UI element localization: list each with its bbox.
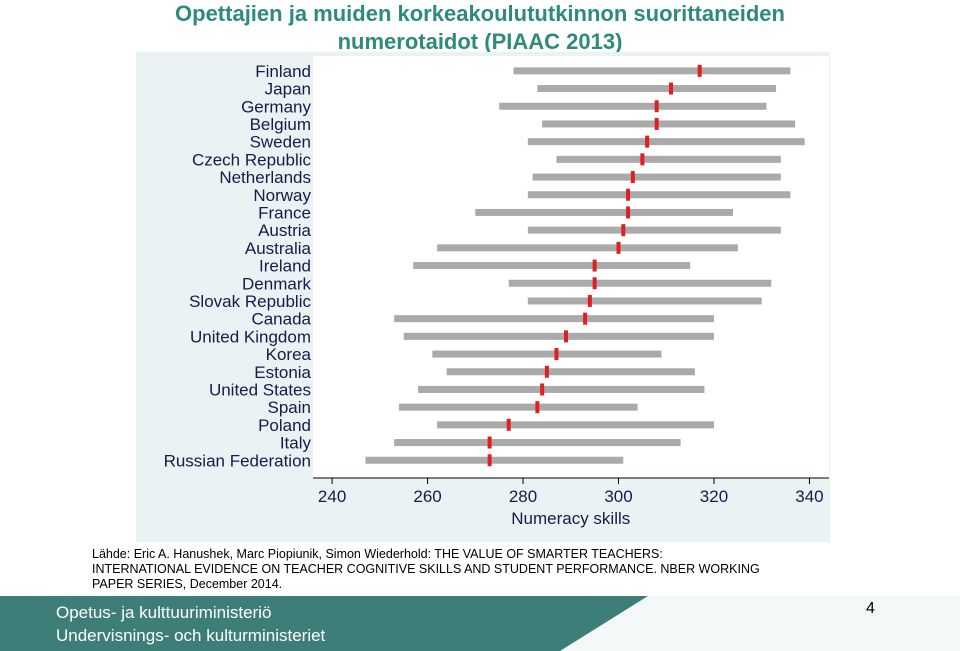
category-label: Russian Federation [164,451,311,470]
range-bar [365,456,624,464]
score-marker [654,117,659,130]
category-label: Italy [280,434,312,453]
category-label: Korea [266,345,312,364]
score-marker [697,64,702,77]
category-label: France [258,203,311,222]
score-marker [630,171,635,184]
score-marker [487,454,492,467]
score-marker [592,277,597,290]
ministry-name-sv: Undervisnings- och kulturministeriet [56,626,326,645]
category-label: Australia [245,239,312,258]
score-marker [669,82,674,95]
score-marker [587,294,592,307]
source-citation: Lähde: Eric A. Hanushek, Marc Piopiunik,… [92,547,892,592]
range-bar [542,120,796,128]
category-label: Sweden [250,133,311,152]
range-bar [398,403,638,411]
score-marker [626,206,631,219]
source-line-2: INTERNATIONAL EVIDENCE ON TEACHER COGNIT… [92,562,760,576]
category-label: Ireland [259,257,311,276]
page-title: Opettajien ja muiden korkeakoulututkinno… [100,0,860,56]
footer-band: Opetus- ja kulttuuriministeriö Undervisn… [0,596,960,651]
range-bar [513,67,791,75]
score-marker [554,348,559,361]
category-label: Canada [251,310,311,329]
category-label: Finland [255,62,311,81]
score-marker [616,241,621,254]
range-bar [413,262,691,270]
score-marker [654,100,659,113]
footer-stripe [560,596,960,651]
range-bar [532,173,781,181]
score-marker [583,312,588,325]
range-bar [403,332,714,340]
source-line-3: PAPER SERIES, December 2014. [92,577,283,591]
score-marker [640,153,645,166]
score-marker [535,401,540,414]
category-label: Belgium [250,115,311,134]
category-label: Netherlands [219,168,311,187]
category-label: Spain [268,398,311,417]
score-marker [506,418,511,431]
x-tick-label: 280 [509,487,537,506]
score-marker [564,330,568,343]
range-bar [556,155,781,163]
category-label: Estonia [254,363,311,382]
range-bar [527,138,805,146]
category-label: Norway [253,186,311,205]
category-label: United Kingdom [190,327,311,346]
title-line-1: Opettajien ja muiden korkeakoulututkinno… [175,1,785,26]
score-marker [487,436,492,449]
range-bar [537,85,777,93]
range-bar [394,315,714,323]
source-line-1: Lähde: Eric A. Hanushek, Marc Piopiunik,… [92,547,663,561]
range-bar [508,279,772,287]
score-marker [544,365,549,378]
range-bar [432,350,662,358]
range-bar [437,244,738,252]
score-marker [592,259,597,272]
ministry-name-fi: Opetus- ja kulttuuriministeriö [56,603,272,622]
category-label: Denmark [242,274,311,293]
x-tick-label: 320 [700,487,728,506]
range-bar [499,102,767,110]
x-axis-label: Numeracy skills [511,509,630,528]
range-bar [527,226,781,234]
category-label: Slovak Republic [189,292,311,311]
x-tick-label: 240 [318,487,346,506]
score-marker [626,188,631,201]
range-bar [527,297,762,305]
score-marker [621,224,626,237]
range-bar [475,208,734,216]
category-label: Czech Republic [192,150,312,169]
score-marker [540,383,545,396]
x-tick-label: 300 [604,487,632,506]
category-label: United States [209,380,311,399]
range-bar [418,385,705,393]
title-line-2: numerotaidot (PIAAC 2013) [337,29,623,54]
x-tick-label: 260 [413,487,441,506]
x-tick-label: 340 [795,487,823,506]
category-label: Austria [258,221,311,240]
range-bar [394,439,681,447]
range-bar [446,368,695,376]
category-label: Germany [241,97,311,116]
page-number: 4 [866,600,875,617]
score-marker [645,135,650,148]
range-bar [527,191,791,199]
category-label: Japan [265,80,311,99]
category-label: Poland [258,416,311,435]
range-bar [437,421,714,429]
